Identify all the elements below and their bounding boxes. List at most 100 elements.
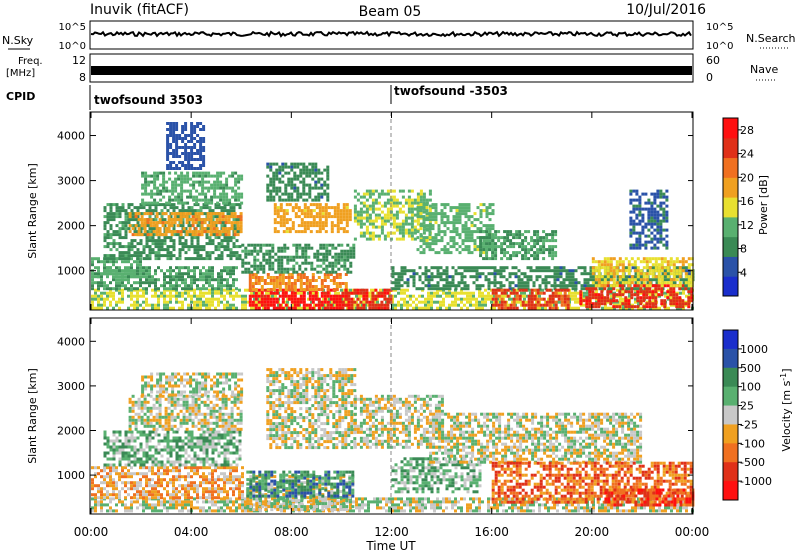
heatmap-cell	[300, 221, 304, 225]
heatmap-cell	[306, 212, 310, 216]
heatmap-cell	[469, 303, 472, 307]
heatmap-cell	[142, 306, 145, 310]
heatmap-cell	[166, 140, 170, 143]
heatmap-cell	[594, 293, 598, 297]
heatmap-cell	[440, 230, 444, 234]
heatmap-cell	[196, 266, 199, 270]
heatmap-cell	[204, 180, 208, 184]
heatmap-cell	[127, 257, 131, 261]
heatmap-cell	[183, 177, 187, 181]
heatmap-cell	[328, 249, 332, 253]
heatmap-cell	[356, 303, 360, 307]
heatmap-cell	[406, 269, 410, 273]
heatmap-cell	[271, 255, 275, 259]
heatmap-cell	[383, 219, 387, 223]
heatmap-cell	[241, 264, 245, 268]
heatmap-cell	[115, 284, 118, 288]
heatmap-cell	[400, 303, 403, 307]
heatmap-cell	[412, 281, 416, 285]
heatmap-cell	[566, 288, 570, 292]
heatmap-cell	[397, 303, 400, 307]
heatmap-cell	[169, 206, 173, 210]
heatmap-cell	[533, 230, 537, 234]
heatmap-cell	[144, 174, 148, 178]
heatmap-cell	[201, 186, 205, 190]
heatmap-cell	[586, 284, 590, 288]
heatmap-cell	[488, 257, 492, 261]
heatmap-cell	[214, 236, 218, 240]
heatmap-cell	[646, 269, 650, 273]
heatmap-cell	[304, 258, 308, 262]
heatmap-cell	[148, 230, 152, 234]
heatmap-cell	[248, 285, 252, 288]
heatmap-cell	[124, 218, 128, 222]
heatmap-cell	[172, 152, 176, 155]
heatmap-cell	[466, 300, 469, 304]
heatmap-cell	[427, 269, 431, 273]
heatmap-cell	[301, 246, 305, 250]
heatmap-cell	[604, 275, 608, 279]
heatmap-cell	[172, 134, 176, 137]
heatmap-cell	[383, 222, 387, 226]
heatmap-cell	[648, 290, 652, 294]
heatmap-cell	[467, 239, 471, 243]
heatmap-cell	[511, 281, 515, 285]
heatmap-cell	[539, 239, 543, 243]
heatmap-cell	[163, 203, 167, 207]
heatmap-cell	[124, 278, 127, 282]
heatmap-cell	[197, 230, 201, 234]
heatmap-cell	[515, 306, 519, 310]
heatmap-cell	[412, 294, 415, 298]
heatmap-cell	[524, 245, 528, 249]
heatmap-cell	[137, 212, 141, 216]
heatmap-cell	[213, 192, 217, 196]
heatmap-cell	[166, 254, 170, 258]
heatmap-cell	[666, 296, 670, 300]
heatmap-cell	[574, 284, 578, 288]
heatmap-cell	[550, 275, 554, 279]
heatmap-cell	[147, 192, 151, 196]
heatmap-cell	[169, 297, 172, 301]
heatmap-cell	[178, 291, 181, 295]
heatmap-cell	[172, 233, 176, 237]
heatmap-cell	[436, 272, 440, 276]
heatmap-cell	[597, 269, 601, 273]
heatmap-cell	[615, 293, 619, 297]
heatmap-cell	[326, 192, 330, 196]
heatmap-cell	[317, 192, 321, 196]
heatmap-cell	[266, 195, 270, 199]
heatmap-cell	[91, 275, 94, 279]
heatmap-cell	[445, 287, 449, 291]
heatmap-cell	[148, 254, 152, 258]
heatmap-cell	[377, 303, 381, 307]
heatmap-cell	[293, 174, 297, 178]
heatmap-cell	[293, 177, 297, 181]
heatmap-cell	[136, 287, 139, 291]
heatmap-cell	[127, 206, 131, 210]
heatmap-cell	[202, 161, 206, 164]
heatmap-cell	[217, 236, 221, 240]
heatmap-cell	[303, 215, 307, 219]
heatmap-cell	[160, 203, 164, 207]
heatmap-cell	[160, 248, 164, 252]
heatmap-cell	[137, 227, 141, 231]
heatmap-cell	[130, 245, 134, 249]
heatmap-region	[591, 257, 694, 288]
heatmap-cell	[536, 257, 540, 261]
heatmap-cell	[682, 291, 685, 295]
heatmap-cell	[497, 230, 501, 234]
heatmap-cell	[215, 227, 219, 231]
heatmap-cell	[250, 291, 253, 295]
heatmap-cell	[188, 227, 192, 231]
heatmap-cell	[118, 230, 122, 234]
heatmap-cell	[112, 203, 116, 207]
heatmap-cell	[106, 245, 110, 249]
heatmap-cell	[646, 281, 650, 285]
heatmap-cell	[314, 180, 318, 184]
heatmap-cell	[356, 291, 360, 295]
heatmap-cell	[235, 218, 239, 222]
heatmap-cell	[181, 137, 185, 140]
heatmap-cell	[240, 201, 244, 205]
heatmap-cell	[142, 245, 146, 249]
heatmap-cell	[500, 236, 504, 240]
